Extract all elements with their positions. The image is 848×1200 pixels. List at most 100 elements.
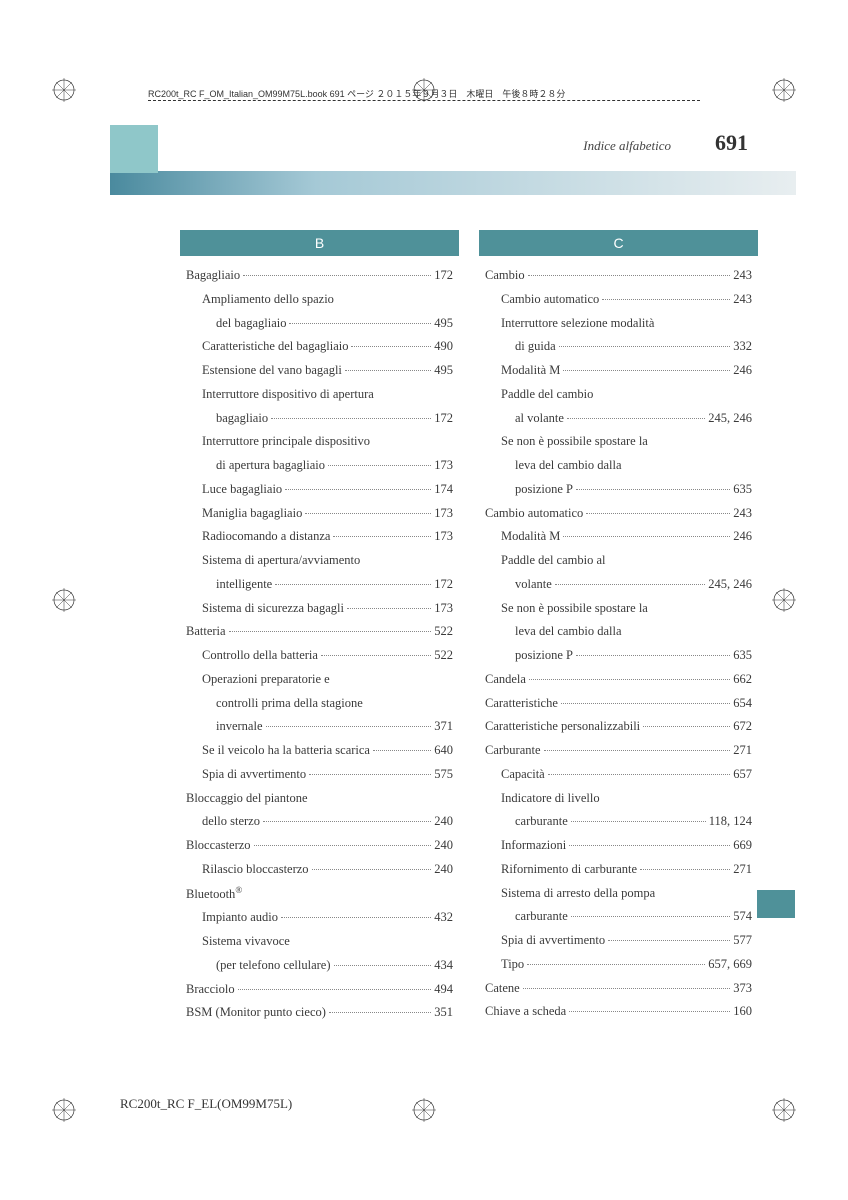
entry-page: 662	[733, 668, 752, 692]
entry-page: 173	[434, 525, 453, 549]
index-entry: Caratteristiche personalizzabili672	[479, 715, 758, 739]
entry-label: Se non è possibile spostare la	[501, 430, 648, 454]
leader-dots	[321, 655, 431, 656]
leader-dots	[528, 275, 731, 276]
entry-label: Informazioni	[501, 834, 566, 858]
index-entry: Ampliamento dello spazio	[180, 288, 459, 312]
entry-label: Carburante	[485, 739, 541, 763]
leader-dots	[312, 869, 432, 870]
section-title: Indice alfabetico	[583, 138, 671, 154]
index-entry: Estensione del vano bagagli495	[180, 359, 459, 383]
entry-page: 351	[434, 1001, 453, 1025]
entry-label: Paddle del cambio	[501, 383, 593, 407]
entry-label: carburante	[515, 810, 568, 834]
entry-label: Bloccasterzo	[186, 834, 251, 858]
entry-label: di apertura bagagliaio	[216, 454, 325, 478]
registration-mark	[52, 588, 76, 612]
leader-dots	[351, 346, 431, 347]
index-entry: Radiocomando a distanza173	[180, 525, 459, 549]
entry-label: al volante	[515, 407, 564, 431]
entry-label: Paddle del cambio al	[501, 549, 605, 573]
index-entry: leva del cambio dalla	[479, 620, 758, 644]
entry-page: 173	[434, 597, 453, 621]
entry-label: leva del cambio dalla	[515, 454, 622, 478]
section-letter-c: C	[479, 230, 758, 256]
leader-dots	[266, 726, 432, 727]
index-entry: Batteria522	[180, 620, 459, 644]
index-entry: Tipo657, 669	[479, 953, 758, 977]
leader-dots	[289, 323, 431, 324]
index-entry: carburante574	[479, 905, 758, 929]
leader-dots	[285, 489, 431, 490]
leader-dots	[347, 608, 431, 609]
entry-page: 490	[434, 335, 453, 359]
leader-dots	[569, 845, 730, 846]
entry-page: 373	[733, 977, 752, 1001]
index-entry: Interruttore dispositivo di apertura	[180, 383, 459, 407]
index-entry: Bloccasterzo240	[180, 834, 459, 858]
entry-page: 246	[733, 525, 752, 549]
entry-label: Operazioni preparatorie e	[202, 668, 330, 692]
index-entry: Se non è possibile spostare la	[479, 430, 758, 454]
index-entry: Rilascio bloccasterzo240	[180, 858, 459, 882]
index-entry: Indicatore di livello	[479, 787, 758, 811]
index-entry: Modalità M 246	[479, 525, 758, 549]
entry-label: Bloccaggio del piantone	[186, 787, 308, 811]
index-entry: bagagliaio172	[180, 407, 459, 431]
leader-dots	[263, 821, 431, 822]
leader-dots	[329, 1012, 431, 1013]
index-entry: posizione P635	[479, 644, 758, 668]
leader-dots	[567, 418, 705, 419]
entry-page: 172	[434, 264, 453, 288]
entry-page: 271	[733, 858, 752, 882]
index-entry: Cambio243	[479, 264, 758, 288]
entry-label: Se non è possibile spostare la	[501, 597, 648, 621]
registration-mark	[412, 1098, 436, 1122]
entry-page: 640	[434, 739, 453, 763]
entry-page: 245, 246	[708, 407, 752, 431]
entry-label: Catene	[485, 977, 520, 1001]
leader-dots	[640, 869, 730, 870]
entry-label: leva del cambio dalla	[515, 620, 622, 644]
index-entry: invernale371	[180, 715, 459, 739]
leader-dots	[569, 1011, 730, 1012]
entry-label: Indicatore di livello	[501, 787, 600, 811]
index-entry: di apertura bagagliaio173	[180, 454, 459, 478]
leader-dots	[523, 988, 731, 989]
page-header: Indice alfabetico 691	[583, 130, 748, 156]
leader-dots	[275, 584, 431, 585]
entry-label: Controllo della batteria	[202, 644, 318, 668]
entry-label: Bracciolo	[186, 978, 235, 1002]
entry-label: Sistema di sicurezza bagagli	[202, 597, 344, 621]
entry-page: 494	[434, 978, 453, 1002]
entry-page: 240	[434, 858, 453, 882]
leader-dots	[229, 631, 432, 632]
entry-page: 522	[434, 620, 453, 644]
entry-label: volante	[515, 573, 552, 597]
entry-page: 575	[434, 763, 453, 787]
leader-dots	[238, 989, 432, 990]
entry-page: 246	[733, 359, 752, 383]
leader-dots	[559, 346, 731, 347]
entry-label: Cambio automatico	[501, 288, 599, 312]
index-entry: Spia di avvertimento 577	[479, 929, 758, 953]
leader-dots	[334, 965, 432, 966]
index-entry: intelligente172	[180, 573, 459, 597]
entry-label: Modalità M	[501, 525, 560, 549]
index-entry: Caratteristiche del bagagliaio490	[180, 335, 459, 359]
entry-label: Interruttore selezione modalità	[501, 312, 654, 336]
index-entry: controlli prima della stagione	[180, 692, 459, 716]
index-entry: Modalità M246	[479, 359, 758, 383]
entry-page: 577	[733, 929, 752, 953]
index-entry: Bagagliaio172	[180, 264, 459, 288]
index-entry: Se il veicolo ha la batteria scarica640	[180, 739, 459, 763]
entry-label: Spia di avvertimento	[501, 929, 605, 953]
index-entry: Rifornimento di carburante271	[479, 858, 758, 882]
index-entry: BSM (Monitor punto cieco)351	[180, 1001, 459, 1025]
side-tab	[757, 890, 795, 918]
book-metadata: RC200t_RC F_OM_Italian_OM99M75L.book 691…	[148, 87, 565, 100]
entry-label: Impianto audio	[202, 906, 278, 930]
entry-page: 635	[733, 478, 752, 502]
entry-label: Spia di avvertimento	[202, 763, 306, 787]
index-entry: Caratteristiche654	[479, 692, 758, 716]
